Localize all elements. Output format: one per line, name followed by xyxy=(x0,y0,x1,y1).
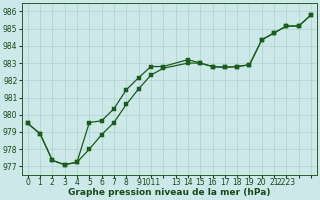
X-axis label: Graphe pression niveau de la mer (hPa): Graphe pression niveau de la mer (hPa) xyxy=(68,188,271,197)
